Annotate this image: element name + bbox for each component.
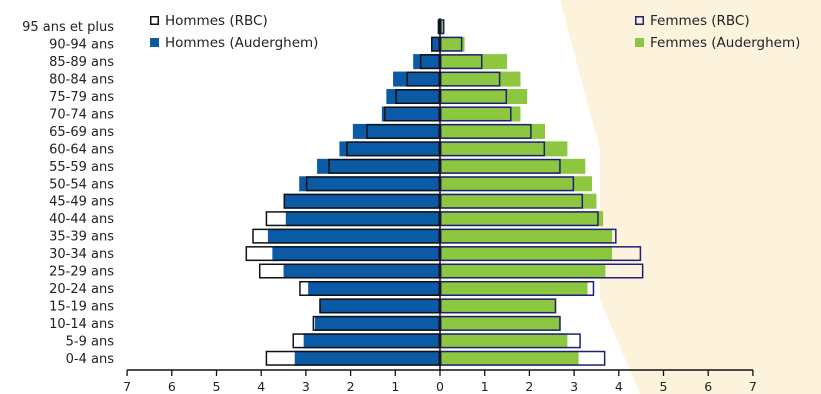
legend-swatch-femmes-rbc [635,16,644,25]
age-label-90-94-ans: 90-94 ans [49,38,114,53]
bar-femmes-auderghem-70-74-ans [440,106,521,122]
x-tick-label-4: 3 [302,379,310,394]
bar-femmes-auderghem-35-39-ans [440,228,613,244]
bar-femmes-auderghem-50-54-ans [440,176,592,192]
age-label-40-44-ans: 40-44 ans [49,212,114,227]
bar-femmes-auderghem-40-44-ans [440,211,604,227]
bar-hommes-auderghem-20-24-ans [308,280,440,296]
bar-hommes-auderghem-35-39-ans [267,228,440,244]
bar-hommes-auderghem-45-49-ans [283,193,440,209]
age-label-25-29-ans: 25-29 ans [49,265,114,280]
legend-label-hommes-auderghem: Hommes (Auderghem) [165,35,318,51]
x-tick-label-10: 3 [570,379,578,394]
age-label-20-24-ans: 20-24 ans [49,282,114,297]
x-tick-label-8: 1 [481,379,489,394]
legend: Hommes (RBC) Hommes (Auderghem) Femmes (RB… [150,13,800,51]
x-tick-label-0: 7 [123,379,131,394]
age-label-65-69-ans: 65-69 ans [49,125,114,140]
age-label-35-39-ans: 35-39 ans [49,230,114,245]
background-watermark [560,0,821,394]
x-tick-label-12: 5 [660,379,668,394]
x-tick-label-9: 2 [525,379,533,394]
bar-femmes-auderghem-30-34-ans [440,246,613,262]
bar-hommes-auderghem-65-69-ans [352,123,440,139]
legend-item-hommes-rbc: Hommes (RBC) [150,13,268,29]
age-label-85-89-ans: 85-89 ans [49,55,114,70]
bar-hommes-auderghem-5-9-ans [303,333,440,349]
bar-hommes-auderghem-90-94-ans [431,36,440,52]
legend-item-hommes-auderghem: Hommes (Auderghem) [150,35,318,51]
age-label-60-64-ans: 60-64 ans [49,142,114,157]
bar-hommes-auderghem-60-64-ans [339,141,440,157]
legend-swatch-hommes-rbc [150,16,159,25]
x-tick-label-11: 4 [615,379,623,394]
bar-femmes-auderghem-85-89-ans [440,54,508,70]
age-label-5-9-ans: 5-9 ans [66,334,115,349]
age-label-10-14-ans: 10-14 ans [49,317,114,332]
bar-femmes-auderghem-45-49-ans [440,193,597,209]
age-label-55-59-ans: 55-59 ans [49,160,114,175]
legend-label-femmes-rbc: Femmes (RBC) [650,13,750,29]
x-tick-label-1: 6 [168,379,176,394]
bar-femmes-auderghem-60-64-ans [440,141,568,157]
bar-femmes-auderghem-95-ans-et-plus [440,19,445,35]
bar-femmes-auderghem-0-4-ans [440,350,579,366]
age-label-0-4-ans: 0-4 ans [66,352,115,367]
x-tick-label-7: 0 [436,379,444,394]
legend-label-femmes-auderghem: Femmes (Auderghem) [650,35,800,51]
age-label-75-79-ans: 75-79 ans [49,90,114,105]
bar-hommes-auderghem-85-89-ans [413,54,440,70]
age-label-45-49-ans: 45-49 ans [49,195,114,210]
bar-hommes-auderghem-10-14-ans [314,315,440,331]
bar-femmes-auderghem-75-79-ans [440,89,528,105]
age-label-30-34-ans: 30-34 ans [49,247,114,262]
age-label-15-19-ans: 15-19 ans [49,299,114,314]
age-label-50-54-ans: 50-54 ans [49,177,114,192]
bar-hommes-auderghem-15-19-ans [319,298,440,314]
bar-femmes-auderghem-65-69-ans [440,123,546,139]
bar-hommes-auderghem-55-59-ans [317,158,440,174]
bar-femmes-auderghem-80-84-ans [440,71,521,87]
bar-femmes-auderghem-25-29-ans [440,263,606,279]
x-tick-label-2: 5 [213,379,221,394]
bar-hommes-auderghem-0-4-ans [294,350,440,366]
bar-femmes-auderghem-15-19-ans [440,298,557,314]
legend-swatch-femmes-auderghem [635,38,644,47]
age-label-70-74-ans: 70-74 ans [49,107,114,122]
bar-hommes-auderghem-75-79-ans [386,89,440,105]
bar-hommes-auderghem-70-74-ans [381,106,440,122]
legend-label-hommes-rbc: Hommes (RBC) [165,13,268,29]
legend-item-femmes-rbc: Femmes (RBC) [635,13,750,29]
bar-femmes-auderghem-20-24-ans [440,280,588,296]
age-label-80-84-ans: 80-84 ans [49,73,114,88]
bar-hommes-auderghem-40-44-ans [285,211,440,227]
x-tick-label-6: 1 [391,379,399,394]
legend-item-femmes-auderghem: Femmes (Auderghem) [635,35,800,51]
bar-hommes-auderghem-30-34-ans [272,246,440,262]
x-tick-label-5: 2 [347,379,355,394]
bar-hommes-auderghem-50-54-ans [299,176,440,192]
x-axis: 7 6 5 4 3 2 1 0 1 2 3 4 5 6 7 [123,18,757,394]
x-tick-label-3: 4 [257,379,265,394]
bar-hommes-auderghem-80-84-ans [393,71,440,87]
bar-hommes-auderghem-25-29-ans [283,263,440,279]
bar-femmes-auderghem-10-14-ans [440,315,561,331]
legend-swatch-hommes-auderghem [150,38,159,47]
age-label-95-ans-et-plus: 95 ans et plus [22,20,114,35]
bar-femmes-auderghem-90-94-ans [440,36,465,52]
bar-femmes-auderghem-55-59-ans [440,158,586,174]
bar-hommes-rbc-95-ans-et-plus [437,19,441,35]
age-axis-labels: 0-4 ans 5-9 ans 10-14 ans 15-19 ans 20-24 an… [22,20,114,367]
bar-femmes-auderghem-5-9-ans [440,333,568,349]
x-tick-label-14: 7 [749,379,757,394]
x-tick-label-13: 6 [704,379,712,394]
